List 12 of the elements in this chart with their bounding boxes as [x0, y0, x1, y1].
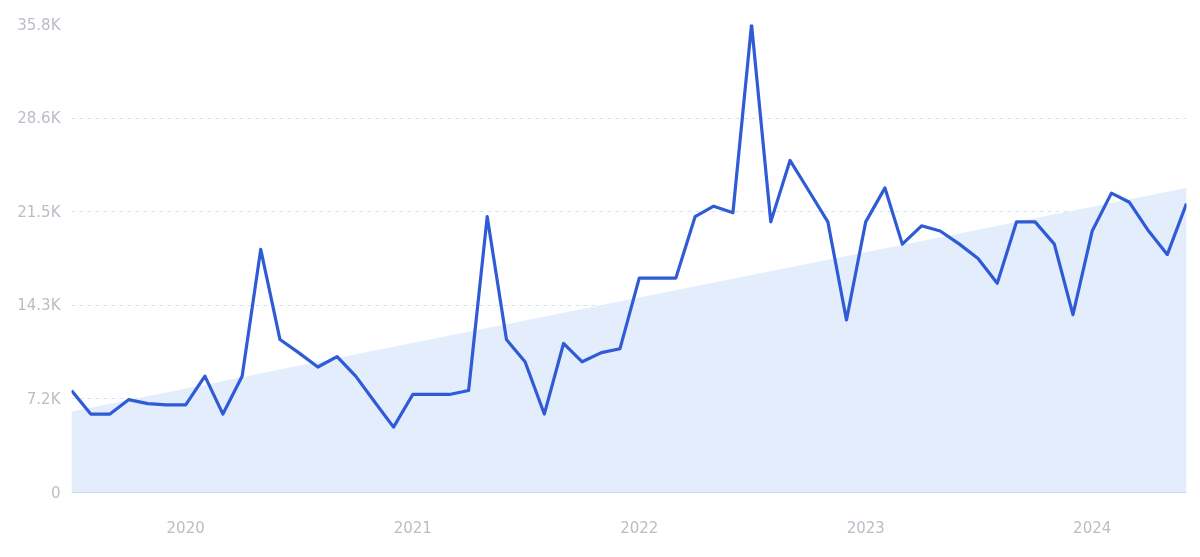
x-tick-label: 2023: [846, 518, 885, 537]
x-tick-label: 2021: [393, 518, 432, 537]
y-tick-label: 35.8K: [17, 15, 62, 34]
x-tick-label: 2024: [1073, 518, 1112, 537]
x-tick-label: 2022: [620, 518, 659, 537]
line-series: [71, 24, 1187, 429]
y-tick-label: 14.3K: [17, 296, 62, 315]
y-tick-label: 28.6K: [17, 109, 62, 128]
y-tick-label: 7.2K: [26, 389, 62, 408]
y-tick-label: 0: [50, 483, 61, 502]
x-tick-label: 2020: [166, 518, 205, 537]
y-tick-label: 21.5K: [17, 202, 62, 221]
